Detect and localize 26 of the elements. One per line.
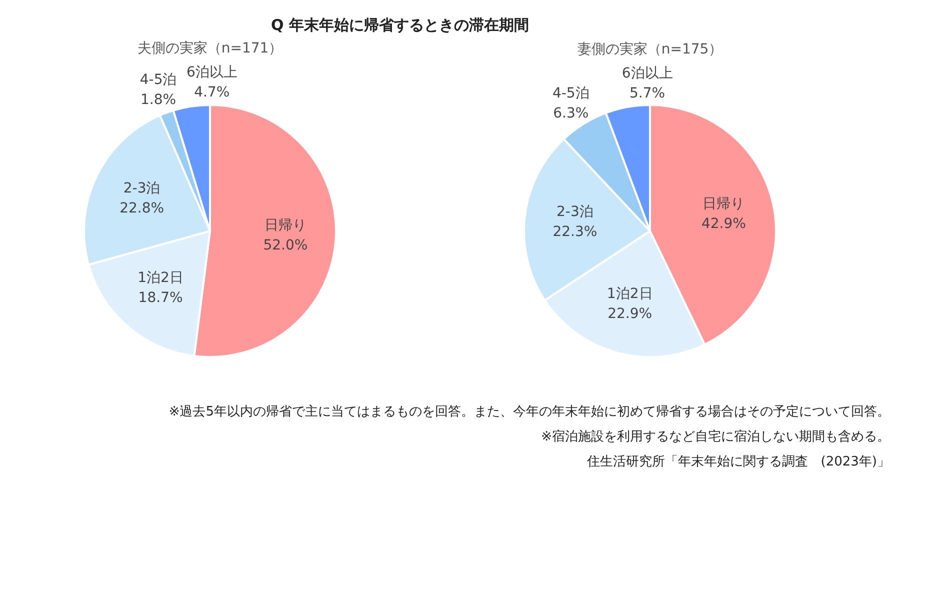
- slice-label: 1泊2日: [138, 270, 184, 286]
- slice-label: 2-3泊: [556, 204, 594, 220]
- data-label: 52.0%: [263, 238, 308, 254]
- text: 住生活研究所「年末年始に関する調査 (2023年)」: [586, 454, 890, 470]
- chart-subtitle: 妻側の実家（n=175）: [577, 41, 723, 58]
- slice-label: 2-3泊: [123, 180, 160, 196]
- slice-label: 4-5泊: [140, 72, 177, 88]
- text: ※宿泊施設を利用するなど自宅に宿泊しない期間も含める。: [541, 428, 890, 444]
- slice-label: 日帰り: [264, 218, 306, 234]
- data-label: 22.9%: [608, 306, 652, 322]
- text: Q 年末年始に帰省するときの滞在期間: [271, 16, 529, 34]
- data-label: 4.7%: [194, 84, 230, 101]
- data-label: 42.9%: [701, 216, 746, 232]
- text: ※過去5年以内の帰省で主に当てはまるものを回答。また、今年の年末年始に初めて帰省する場合はその予定について回答。: [168, 404, 890, 420]
- chart-subtitle: 夫側の実家（n=171）: [137, 40, 283, 57]
- data-label: 22.8%: [120, 200, 164, 216]
- slice-label: 日帰り: [702, 196, 745, 212]
- data-label: 22.3%: [552, 224, 598, 240]
- data-label: 6.3%: [553, 106, 589, 122]
- slice-label: 4-5泊: [552, 86, 590, 102]
- data-label: 5.7%: [630, 85, 666, 102]
- slice-label: 6泊以上: [186, 64, 238, 81]
- data-label: 1.8%: [140, 92, 176, 108]
- slice-label: 1泊2日: [606, 286, 653, 302]
- slice-label: 6泊以上: [622, 65, 673, 82]
- data-label: 18.7%: [138, 290, 183, 306]
